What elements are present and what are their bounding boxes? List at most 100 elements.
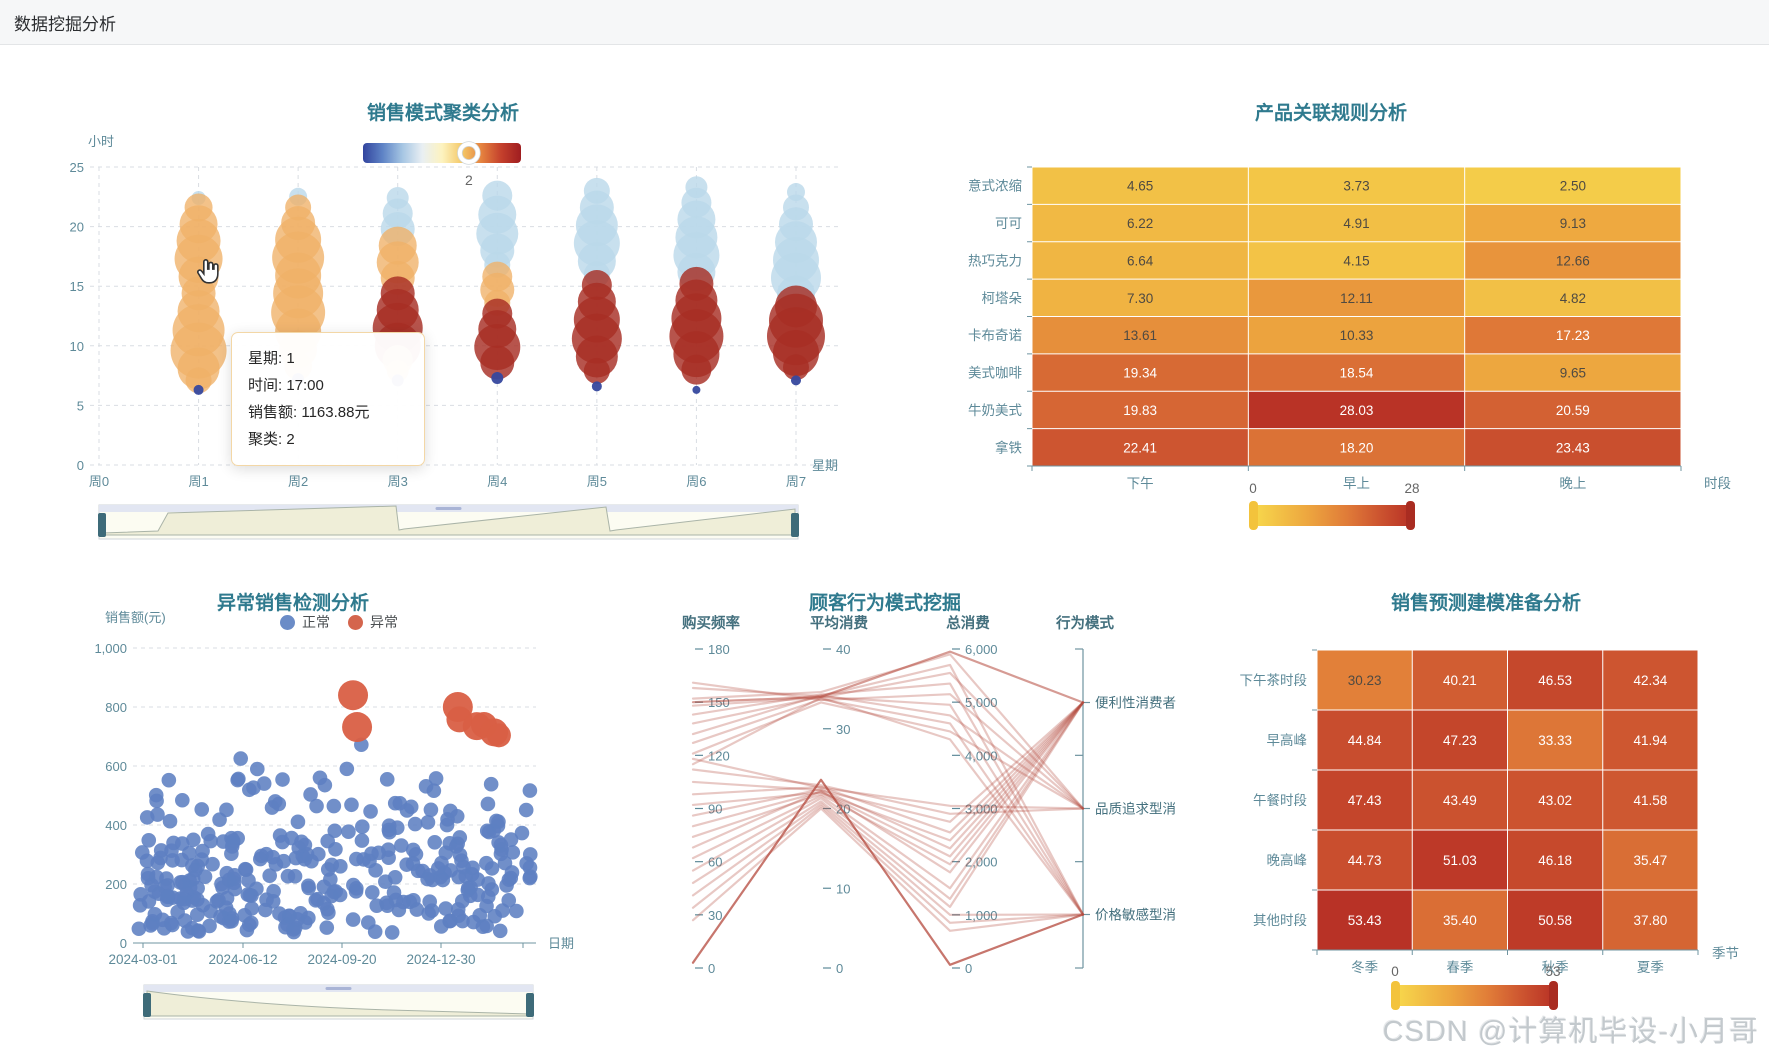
assoc-visualmap-bar[interactable] (1253, 505, 1410, 526)
normal-scatter-point[interactable] (209, 894, 225, 909)
normal-scatter-point[interactable] (141, 832, 157, 848)
heatmap-cell[interactable] (1508, 890, 1603, 950)
heatmap-cell[interactable] (1465, 204, 1681, 242)
normal-scatter-point[interactable] (451, 869, 467, 885)
heatmap-cell[interactable] (1603, 830, 1698, 890)
parallel-data-line[interactable] (691, 701, 1085, 823)
legend-item-normal[interactable]: 正常 (280, 612, 330, 632)
normal-scatter-point[interactable] (195, 843, 210, 859)
heatmap-cell[interactable] (1508, 830, 1603, 890)
normal-scatter-point[interactable] (320, 833, 335, 849)
forecast-visualmap-left-handle[interactable] (1391, 981, 1400, 1010)
normal-scatter-point[interactable] (131, 921, 147, 937)
normal-scatter-point[interactable] (501, 893, 517, 908)
normal-scatter-point[interactable] (421, 906, 436, 921)
heatmap-cell[interactable] (1465, 279, 1681, 316)
normal-scatter-point[interactable] (239, 922, 255, 938)
cluster-bubble[interactable] (491, 371, 504, 384)
normal-scatter-point[interactable] (346, 877, 361, 893)
anomaly-scatter-point[interactable] (338, 680, 369, 711)
heatmap-cell[interactable] (1248, 429, 1465, 466)
normal-scatter-point[interactable] (262, 868, 277, 884)
normal-scatter-point[interactable] (186, 832, 201, 848)
normal-scatter-point[interactable] (483, 776, 499, 792)
normal-scatter-point[interactable] (328, 884, 343, 899)
normal-scatter-point[interactable] (333, 859, 348, 874)
normal-scatter-point[interactable] (230, 772, 245, 788)
normal-scatter-point[interactable] (259, 892, 274, 908)
normal-scatter-point[interactable] (221, 872, 237, 888)
normal-scatter-point[interactable] (194, 802, 210, 817)
normal-scatter-point[interactable] (320, 901, 335, 917)
normal-scatter-point[interactable] (174, 836, 190, 851)
parallel-data-line[interactable] (691, 682, 1085, 916)
normal-scatter-point[interactable] (303, 787, 318, 802)
normal-scatter-point[interactable] (345, 912, 361, 927)
normal-scatter-point[interactable] (197, 869, 213, 884)
parallel-data-line[interactable] (691, 778, 1085, 966)
heatmap-cell[interactable] (1317, 830, 1412, 890)
normal-scatter-point[interactable] (460, 882, 476, 898)
cluster-bubble[interactable] (583, 357, 610, 384)
normal-scatter-point[interactable] (290, 814, 306, 830)
cluster-bubble[interactable] (790, 375, 801, 386)
cluster-datazoom-right-handle[interactable] (791, 513, 799, 537)
normal-scatter-point[interactable] (316, 879, 332, 895)
normal-scatter-point[interactable] (133, 886, 148, 902)
normal-scatter-point[interactable] (301, 878, 316, 894)
parallel-data-line[interactable] (691, 757, 1085, 810)
parallel-data-line[interactable] (691, 681, 1085, 810)
heatmap-cell[interactable] (1032, 279, 1248, 316)
normal-scatter-point[interactable] (403, 799, 419, 815)
parallel-data-line[interactable] (691, 701, 1085, 858)
normal-scatter-point[interactable] (326, 798, 342, 814)
anomaly-scatter-point[interactable] (342, 712, 373, 743)
normal-scatter-point[interactable] (265, 849, 281, 865)
normal-scatter-point[interactable] (427, 834, 443, 850)
parallel-data-line[interactable] (691, 701, 1085, 810)
normal-scatter-point[interactable] (213, 909, 228, 924)
normal-scatter-point[interactable] (480, 889, 496, 905)
cluster-bubble[interactable] (185, 367, 212, 394)
normal-scatter-point[interactable] (294, 834, 309, 850)
heatmap-cell[interactable] (1412, 890, 1507, 950)
normal-scatter-point[interactable] (244, 901, 260, 916)
normal-scatter-point[interactable] (452, 830, 468, 845)
heatmap-cell[interactable] (1032, 317, 1248, 354)
normal-scatter-point[interactable] (367, 924, 383, 940)
parallel-data-line[interactable] (691, 701, 1085, 900)
normal-scatter-point[interactable] (464, 867, 480, 882)
normal-scatter-point[interactable] (363, 804, 378, 819)
normal-scatter-point[interactable] (288, 850, 304, 866)
normal-scatter-point[interactable] (275, 834, 290, 850)
parallel-data-line[interactable] (691, 701, 1085, 850)
normal-scatter-point[interactable] (407, 816, 423, 832)
normal-scatter-point[interactable] (320, 862, 336, 877)
heatmap-cell[interactable] (1317, 650, 1412, 710)
cluster-bubble[interactable] (591, 381, 602, 392)
normal-scatter-point[interactable] (233, 751, 249, 766)
parallel-data-line[interactable] (691, 701, 1085, 890)
normal-scatter-point[interactable] (139, 810, 155, 825)
normal-scatter-point[interactable] (240, 887, 256, 902)
heatmap-cell[interactable] (1412, 710, 1507, 770)
normal-scatter-point[interactable] (149, 793, 164, 809)
normal-scatter-point[interactable] (438, 901, 453, 916)
normal-scatter-point[interactable] (162, 813, 178, 829)
anomaly-datazoom-scroll-grip[interactable] (325, 987, 352, 990)
forecast-visualmap-right-handle[interactable] (1549, 981, 1558, 1010)
normal-scatter-point[interactable] (384, 925, 400, 940)
normal-scatter-point[interactable] (354, 819, 370, 835)
parallel-data-line[interactable] (691, 695, 1085, 916)
normal-scatter-point[interactable] (354, 833, 370, 848)
normal-scatter-point[interactable] (505, 845, 521, 860)
cluster-bubble[interactable] (681, 354, 712, 385)
cluster-bubble[interactable] (480, 345, 515, 380)
parallel-data-line[interactable] (691, 768, 1085, 815)
normal-scatter-point[interactable] (492, 923, 508, 939)
anomaly-datazoom-right-handle[interactable] (526, 993, 534, 1017)
normal-scatter-point[interactable] (450, 902, 466, 917)
normal-scatter-point[interactable] (428, 771, 444, 786)
normal-scatter-point[interactable] (275, 772, 290, 787)
parallel-data-line[interactable] (691, 701, 1085, 866)
